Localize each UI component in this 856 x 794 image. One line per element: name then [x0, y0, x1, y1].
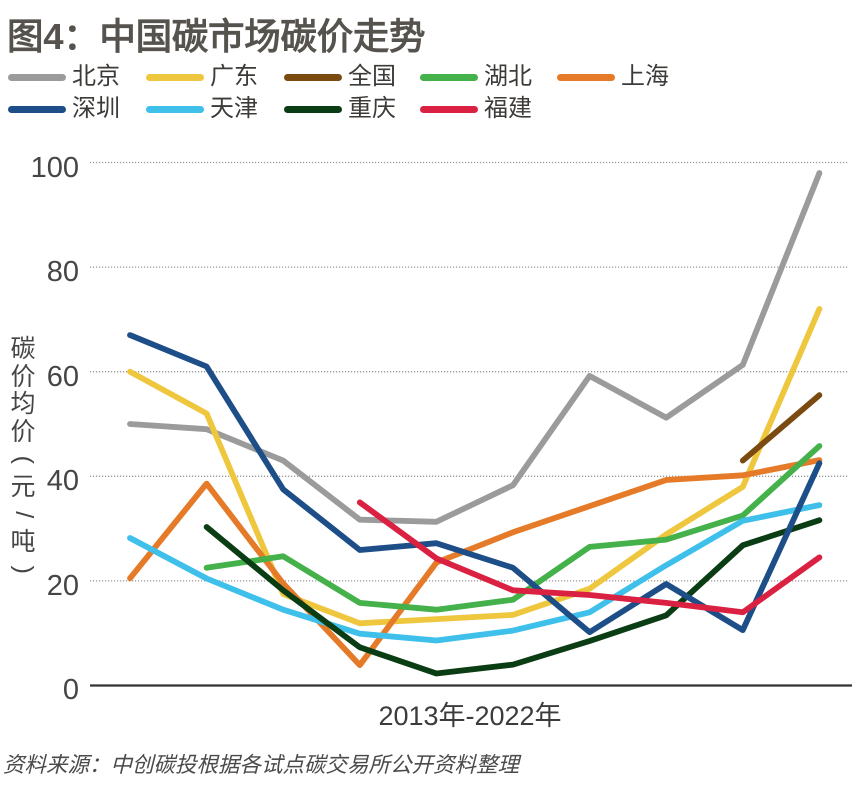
- svg-text:80: 80: [47, 256, 79, 288]
- svg-text:100: 100: [31, 152, 79, 184]
- svg-text:20: 20: [47, 570, 79, 602]
- svg-text:0: 0: [63, 674, 79, 706]
- svg-text:40: 40: [47, 465, 79, 497]
- svg-text:2013年-2022年: 2013年-2022年: [378, 701, 561, 731]
- svg-text:60: 60: [47, 361, 79, 393]
